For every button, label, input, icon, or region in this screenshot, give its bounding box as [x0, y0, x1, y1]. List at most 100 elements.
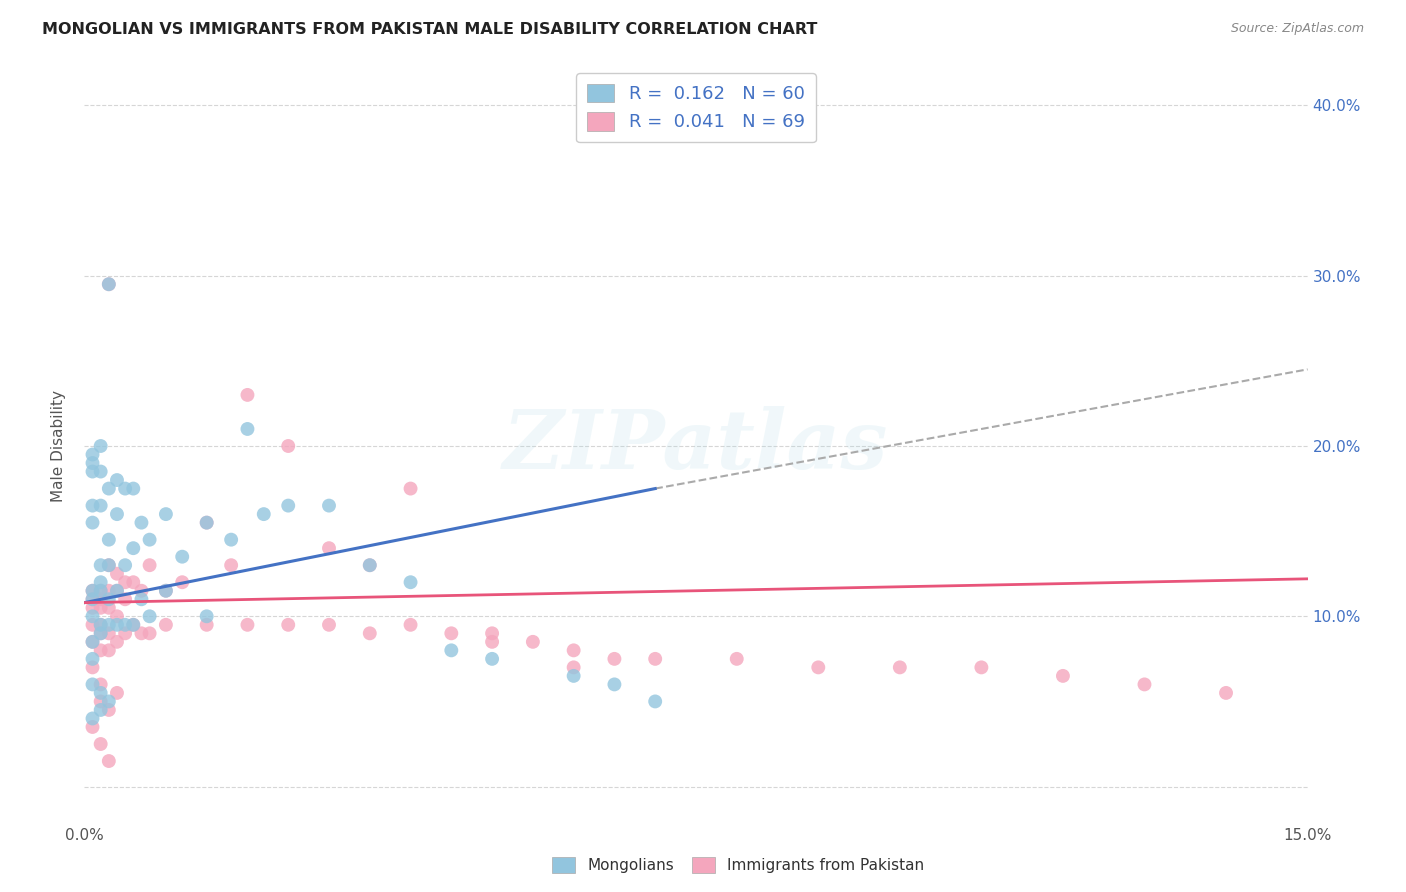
Legend: Mongolians, Immigrants from Pakistan: Mongolians, Immigrants from Pakistan — [553, 857, 924, 873]
Point — [399, 617, 422, 632]
Point — [97, 754, 120, 768]
Point — [522, 635, 544, 649]
Text: Source: ZipAtlas.com: Source: ZipAtlas.com — [1230, 22, 1364, 36]
Point — [725, 652, 748, 666]
Point — [481, 652, 503, 666]
Point — [105, 635, 128, 649]
Point — [122, 617, 145, 632]
Point — [82, 516, 104, 530]
Point — [97, 600, 120, 615]
Point — [90, 703, 112, 717]
Point — [253, 507, 276, 521]
Point — [114, 592, 136, 607]
Point — [114, 482, 136, 496]
Point — [138, 609, 160, 624]
Point — [82, 583, 104, 598]
Point — [90, 592, 112, 607]
Point — [90, 583, 112, 598]
Point — [90, 600, 112, 615]
Point — [172, 549, 194, 564]
Point — [90, 558, 112, 573]
Point — [90, 617, 112, 632]
Point — [644, 652, 666, 666]
Point — [114, 558, 136, 573]
Point — [138, 533, 160, 547]
Point — [82, 448, 104, 462]
Point — [82, 720, 104, 734]
Point — [97, 277, 120, 292]
Point — [399, 482, 422, 496]
Point — [603, 652, 626, 666]
Point — [155, 507, 177, 521]
Point — [155, 583, 177, 598]
Point — [82, 465, 104, 479]
Point — [90, 643, 112, 657]
Point — [82, 456, 104, 470]
Point — [122, 617, 145, 632]
Point — [97, 482, 120, 496]
Point — [105, 686, 128, 700]
Point — [481, 626, 503, 640]
Point — [138, 626, 160, 640]
Point — [82, 592, 104, 607]
Point — [399, 575, 422, 590]
Point — [114, 626, 136, 640]
Point — [155, 583, 177, 598]
Point — [131, 592, 153, 607]
Point — [277, 617, 299, 632]
Point — [105, 566, 128, 581]
Point — [97, 558, 120, 573]
Point — [1052, 669, 1074, 683]
Point — [97, 643, 120, 657]
Point — [195, 516, 218, 530]
Point — [114, 575, 136, 590]
Point — [82, 600, 104, 615]
Point — [195, 617, 218, 632]
Point — [359, 558, 381, 573]
Point — [122, 482, 145, 496]
Point — [155, 617, 177, 632]
Point — [603, 677, 626, 691]
Point — [131, 583, 153, 598]
Point — [122, 541, 145, 556]
Point — [90, 626, 112, 640]
Point — [97, 558, 120, 573]
Point — [90, 686, 112, 700]
Point — [219, 558, 242, 573]
Point — [562, 643, 585, 657]
Point — [105, 583, 128, 598]
Point — [359, 626, 381, 640]
Point — [90, 499, 112, 513]
Point — [97, 277, 120, 292]
Point — [90, 465, 112, 479]
Text: MONGOLIAN VS IMMIGRANTS FROM PAKISTAN MALE DISABILITY CORRELATION CHART: MONGOLIAN VS IMMIGRANTS FROM PAKISTAN MA… — [42, 22, 817, 37]
Point — [1215, 686, 1237, 700]
Point — [562, 669, 585, 683]
Legend: R =  0.162   N = 60, R =  0.041   N = 69: R = 0.162 N = 60, R = 0.041 N = 69 — [576, 73, 815, 143]
Point — [105, 609, 128, 624]
Point — [97, 694, 120, 708]
Point — [90, 575, 112, 590]
Point — [90, 439, 112, 453]
Point — [236, 388, 259, 402]
Y-axis label: Male Disability: Male Disability — [51, 390, 66, 502]
Point — [82, 677, 104, 691]
Point — [82, 660, 104, 674]
Point — [90, 583, 112, 598]
Point — [318, 541, 340, 556]
Point — [481, 635, 503, 649]
Point — [138, 558, 160, 573]
Point — [90, 626, 112, 640]
Point — [82, 711, 104, 725]
Point — [90, 737, 112, 751]
Point — [90, 677, 112, 691]
Point — [236, 617, 259, 632]
Point — [82, 635, 104, 649]
Point — [97, 626, 120, 640]
Point — [97, 592, 120, 607]
Point — [562, 660, 585, 674]
Point — [90, 617, 112, 632]
Point — [122, 575, 145, 590]
Point — [97, 703, 120, 717]
Point — [277, 499, 299, 513]
